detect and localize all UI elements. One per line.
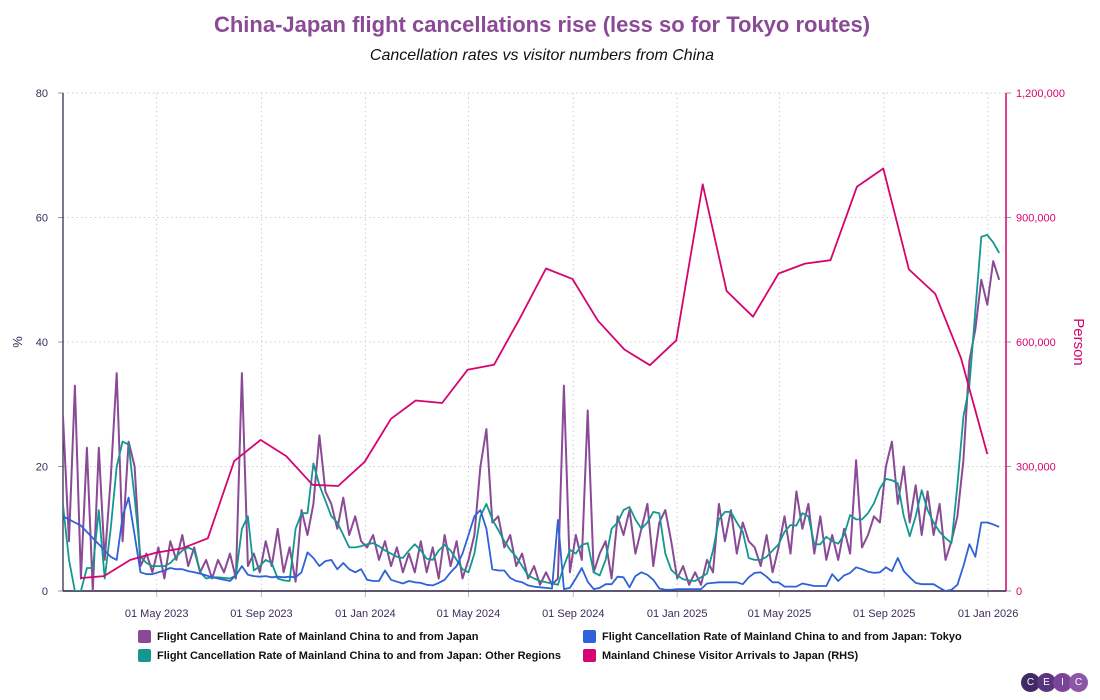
y-tick-label-left: 40 — [36, 337, 48, 349]
logo-letter: C — [1021, 673, 1040, 692]
series-line — [63, 260, 1001, 591]
x-tick-label: 01 May 2024 — [437, 608, 501, 620]
x-tick-label: 01 May 2025 — [748, 608, 812, 620]
x-tick-label: 01 May 2023 — [125, 608, 189, 620]
x-tick-label: 01 Jan 2026 — [958, 608, 1019, 620]
legend-item-total: Flight Cancellation Rate of Mainland Chi… — [138, 630, 478, 643]
x-tick-label: 01 Jan 2025 — [647, 608, 708, 620]
y-tick-label-left: 80 — [36, 88, 48, 100]
legend-label: Flight Cancellation Rate of Mainland Chi… — [602, 630, 962, 643]
legend-swatch — [138, 649, 151, 662]
x-tick-label: 01 Sep 2025 — [853, 608, 915, 620]
chart-subtitle: Cancellation rates vs visitor numbers fr… — [369, 47, 715, 64]
legend-label: Flight Cancellation Rate of Mainland Chi… — [157, 630, 479, 643]
logo-letter: I — [1053, 673, 1072, 692]
y-axis-label-right: Person — [1070, 318, 1087, 366]
x-tick-label: 01 Sep 2023 — [230, 608, 292, 620]
logo-letter: C — [1069, 673, 1088, 692]
y-axis-label-left: % — [10, 336, 25, 348]
legend-item-tokyo: Flight Cancellation Rate of Mainland Chi… — [583, 630, 962, 643]
x-tick-label: 01 Sep 2024 — [542, 608, 604, 620]
y-tick-label-left: 0 — [42, 586, 48, 598]
ceic-logo: C E I C — [1021, 673, 1088, 692]
legend-label: Flight Cancellation Rate of Mainland Chi… — [157, 649, 561, 662]
series-line — [63, 233, 1000, 591]
legend-item-visitors: Mainland Chinese Visitor Arrivals to Jap… — [583, 649, 858, 662]
y-tick-label-left: 20 — [36, 462, 48, 474]
series-line — [63, 496, 1000, 591]
legend-swatch — [138, 630, 151, 643]
y-tick-label-right: 600,000 — [1016, 337, 1056, 349]
y-tick-label-right: 300,000 — [1016, 462, 1056, 474]
y-tick-label-right: 1,200,000 — [1016, 88, 1065, 100]
legend-swatch — [583, 649, 596, 662]
legend-item-other-regions: Flight Cancellation Rate of Mainland Chi… — [138, 649, 561, 662]
y-tick-label-right: 0 — [1016, 586, 1022, 598]
logo-letter: E — [1037, 673, 1056, 692]
y-tick-label-right: 900,000 — [1016, 213, 1056, 225]
x-tick-label: 01 Jan 2024 — [335, 608, 396, 620]
chart-title: China-Japan flight cancellations rise (l… — [213, 12, 871, 37]
series-line — [79, 167, 989, 579]
legend-label: Mainland Chinese Visitor Arrivals to Jap… — [602, 649, 859, 662]
legend-swatch — [583, 630, 596, 643]
y-tick-label-left: 60 — [36, 213, 48, 225]
